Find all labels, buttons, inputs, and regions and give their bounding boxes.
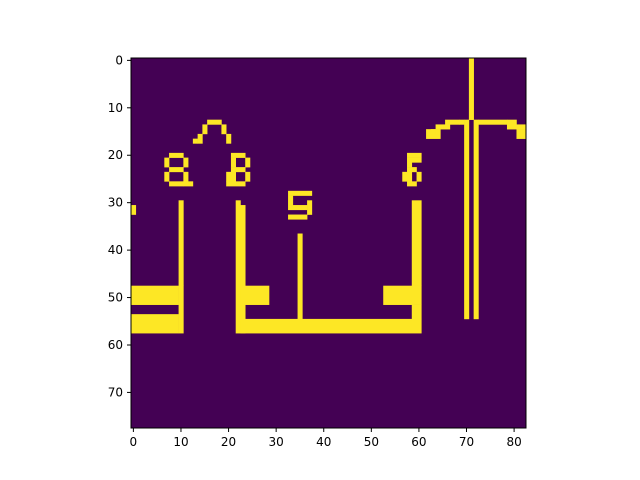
x-axis: 0 10 20 30 40 50 60 70 80 bbox=[130, 428, 522, 449]
heatmap-cell bbox=[183, 181, 194, 187]
heatmap-cell bbox=[464, 119, 470, 320]
heatmap-cell bbox=[226, 181, 246, 187]
heatmap-cell bbox=[402, 171, 413, 182]
heatmap-cell bbox=[407, 157, 413, 168]
heatmap-cell bbox=[192, 138, 198, 144]
y-tick-label: 40 bbox=[108, 243, 123, 257]
heatmap-cell bbox=[430, 129, 436, 135]
heatmap-cell bbox=[288, 205, 308, 211]
heatmap-cell bbox=[131, 285, 179, 305]
heatmap-cell bbox=[226, 133, 232, 144]
heatmap-cell bbox=[411, 157, 422, 163]
heatmap-cell bbox=[131, 314, 179, 334]
heatmap-cell bbox=[207, 119, 222, 125]
heatmap-cell bbox=[235, 200, 241, 334]
heatmap-cell bbox=[226, 171, 236, 182]
heatmap-cell bbox=[407, 167, 417, 173]
heatmap-cell bbox=[169, 167, 184, 173]
heatmap-cell bbox=[230, 157, 236, 168]
heatmap-cell bbox=[245, 157, 251, 168]
heatmap-cells bbox=[131, 58, 527, 334]
heatmap-cell bbox=[131, 205, 137, 215]
heatmap-cell bbox=[288, 195, 294, 206]
heatmap-cell bbox=[416, 171, 422, 182]
x-tick-label: 70 bbox=[459, 435, 474, 449]
heatmap-cell bbox=[506, 124, 527, 130]
axes-frame bbox=[130, 57, 527, 429]
heatmap-cell bbox=[202, 124, 208, 135]
heatmap-cell bbox=[245, 171, 251, 182]
heatmap-cell bbox=[383, 285, 422, 305]
heatmap-cell bbox=[473, 119, 479, 320]
heatmap-cell bbox=[506, 119, 517, 125]
heatmap-cell bbox=[178, 285, 184, 334]
heatmap-cell bbox=[183, 157, 189, 168]
heatmap-cell bbox=[297, 233, 303, 320]
heatmap-cell bbox=[435, 124, 451, 130]
heatmap-cell bbox=[221, 124, 227, 135]
heatmap-cell bbox=[164, 157, 170, 168]
heatmap-cell bbox=[288, 190, 313, 196]
heatmap-cell bbox=[245, 285, 270, 305]
heatmap-cell bbox=[307, 200, 313, 215]
heatmap-cell bbox=[445, 119, 460, 125]
y-tick-label: 60 bbox=[108, 338, 123, 352]
heatmap-cell bbox=[407, 181, 417, 187]
heatmap-cell bbox=[230, 152, 246, 158]
y-axis: 0 10 20 30 40 50 60 70 bbox=[108, 53, 131, 399]
x-tick-label: 80 bbox=[506, 435, 521, 449]
heatmap-cell bbox=[407, 152, 422, 158]
heatmap-cell bbox=[240, 318, 422, 334]
y-tick-label: 30 bbox=[108, 196, 123, 210]
heatmap-cell bbox=[169, 181, 184, 187]
x-tick-label: 0 bbox=[130, 435, 138, 449]
heatmap-cell bbox=[411, 304, 422, 320]
x-tick-label: 50 bbox=[364, 435, 379, 449]
y-tick-label: 10 bbox=[108, 101, 123, 115]
x-tick-label: 60 bbox=[411, 435, 426, 449]
heatmap-cell bbox=[478, 119, 508, 125]
heatmap-cell bbox=[240, 205, 246, 334]
y-tick-label: 50 bbox=[108, 291, 123, 305]
plot-area bbox=[130, 57, 527, 429]
heatmap-cell bbox=[164, 171, 170, 182]
y-tick-label: 20 bbox=[108, 148, 123, 162]
heatmap-cell bbox=[459, 119, 465, 125]
heatmap-cell bbox=[197, 133, 203, 144]
x-tick-label: 20 bbox=[221, 435, 236, 449]
heatmap-cell bbox=[288, 214, 308, 220]
x-tick-label: 10 bbox=[173, 435, 188, 449]
x-tick-label: 40 bbox=[316, 435, 331, 449]
heatmap-cell bbox=[178, 200, 184, 286]
heatmap-cell bbox=[468, 58, 474, 120]
y-tick-label: 70 bbox=[108, 385, 123, 399]
x-tick-label: 30 bbox=[269, 435, 284, 449]
heatmap-cell bbox=[230, 167, 246, 173]
heatmap-cell bbox=[169, 152, 184, 158]
y-tick-label: 0 bbox=[115, 53, 123, 67]
heatmap-cell bbox=[411, 200, 422, 286]
heatmap-cell bbox=[516, 129, 527, 139]
heatmap-cell bbox=[183, 171, 189, 182]
